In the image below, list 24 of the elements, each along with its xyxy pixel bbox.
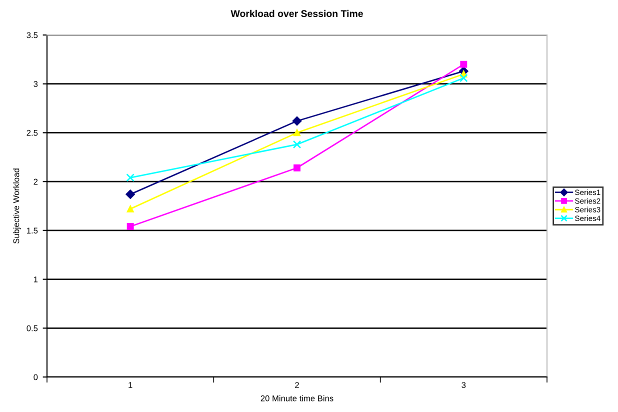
- point: [126, 205, 134, 212]
- point: [294, 164, 300, 172]
- x-tick-label: 3: [462, 382, 466, 388]
- y-tick-label: 0.5: [26, 325, 38, 332]
- y-tick-label: 2.5: [26, 130, 38, 136]
- y-tick-label: 3: [34, 81, 38, 87]
- point: [460, 60, 468, 68]
- y-axis-title: Subjective Workload: [13, 168, 21, 244]
- y-tick-label: 1.5: [27, 228, 38, 234]
- point: [126, 173, 134, 182]
- y-tick-label: 2: [34, 178, 38, 185]
- point: [292, 116, 302, 126]
- x-axis-title: 20 Minute time Bins: [260, 395, 334, 402]
- point: [292, 140, 302, 149]
- y-tick-label: 0: [34, 374, 38, 380]
- x-tick-label: 1: [128, 382, 132, 388]
- x-tick-label: 2: [295, 382, 299, 388]
- y-tick-label: 3.5: [26, 32, 38, 38]
- point: [126, 190, 135, 199]
- point: [294, 129, 300, 136]
- chart-title: Workload over Session Time: [230, 10, 363, 18]
- point: [460, 74, 468, 82]
- y-tick-label: 1: [34, 276, 38, 282]
- point: [126, 223, 134, 230]
